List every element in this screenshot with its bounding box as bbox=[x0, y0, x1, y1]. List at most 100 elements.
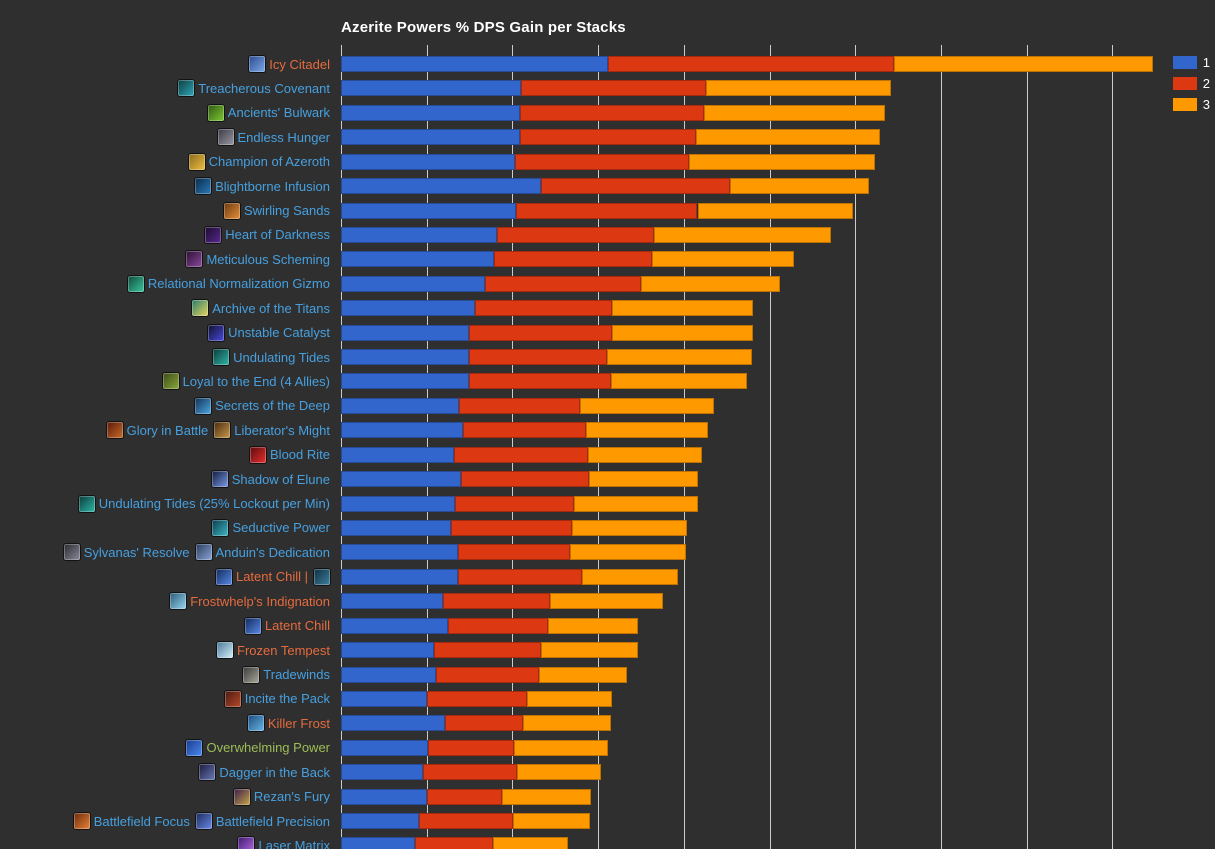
bar-segment-series-1[interactable] bbox=[341, 617, 449, 634]
bar-segment-series-3[interactable] bbox=[587, 446, 702, 463]
bar-segment-series-3[interactable] bbox=[893, 56, 1153, 72]
bar-segment-series-2[interactable] bbox=[494, 251, 653, 268]
bar-segment-series-1[interactable] bbox=[341, 544, 459, 561]
bar-segment-series-2[interactable] bbox=[462, 422, 587, 439]
bar-segment-series-2[interactable] bbox=[454, 446, 588, 463]
bar-segment-series-2[interactable] bbox=[474, 300, 612, 317]
bar-segment-series-3[interactable] bbox=[516, 764, 601, 781]
bar-segment-series-2[interactable] bbox=[426, 788, 503, 805]
bar-segment-series-3[interactable] bbox=[581, 568, 678, 585]
bar-segment-series-3[interactable] bbox=[611, 300, 754, 317]
bar-segment-series-2[interactable] bbox=[436, 666, 539, 683]
bar-segment-series-2[interactable] bbox=[434, 642, 541, 659]
bar-segment-series-2[interactable] bbox=[458, 568, 582, 585]
bar-segment-series-2[interactable] bbox=[468, 324, 612, 341]
bar-segment-series-1[interactable] bbox=[341, 251, 495, 268]
bar-segment-series-1[interactable] bbox=[341, 837, 415, 849]
bar-segment-series-3[interactable] bbox=[540, 642, 638, 659]
bar-segment-series-2[interactable] bbox=[496, 226, 654, 243]
bar-segment-series-3[interactable] bbox=[538, 666, 628, 683]
bar-segment-series-2[interactable] bbox=[515, 202, 698, 219]
bar-segment-series-1[interactable] bbox=[341, 764, 424, 781]
bar-segment-series-1[interactable] bbox=[341, 446, 455, 463]
bar-segment-series-2[interactable] bbox=[418, 813, 514, 830]
bar-segment-series-2[interactable] bbox=[450, 519, 572, 536]
bar-segment-series-1[interactable] bbox=[341, 666, 437, 683]
bar-segment-series-1[interactable] bbox=[341, 178, 541, 195]
bar-segment-series-2[interactable] bbox=[540, 178, 731, 195]
bar-segment-series-3[interactable] bbox=[574, 495, 698, 512]
bar-segment-series-2[interactable] bbox=[442, 593, 551, 610]
bar-segment-series-3[interactable] bbox=[514, 739, 608, 756]
bar-segment-series-2[interactable] bbox=[460, 471, 589, 488]
power-name: Endless Hunger bbox=[237, 129, 331, 145]
bar-segment-series-3[interactable] bbox=[688, 153, 875, 170]
bar-segment-series-1[interactable] bbox=[341, 275, 485, 292]
bar-segment-series-1[interactable] bbox=[341, 153, 515, 170]
bar-segment-series-3[interactable] bbox=[526, 690, 612, 707]
bar-segment-series-2[interactable] bbox=[484, 275, 641, 292]
bar-segment-series-2[interactable] bbox=[520, 80, 707, 97]
bar-segment-series-2[interactable] bbox=[448, 617, 548, 634]
bar-segment-series-3[interactable] bbox=[697, 202, 854, 219]
bar-segment-series-3[interactable] bbox=[586, 422, 708, 439]
bar-segment-series-2[interactable] bbox=[426, 690, 527, 707]
bar-segment-series-1[interactable] bbox=[341, 349, 469, 366]
bar-segment-series-1[interactable] bbox=[341, 422, 463, 439]
bar-segment-series-2[interactable] bbox=[468, 349, 607, 366]
bar-segment-series-1[interactable] bbox=[341, 202, 516, 219]
bar-segment-series-1[interactable] bbox=[341, 129, 521, 146]
bar-segment-series-2[interactable] bbox=[454, 495, 575, 512]
bar-segment-series-3[interactable] bbox=[502, 788, 592, 805]
bar-segment-series-2[interactable] bbox=[608, 56, 894, 72]
bar-segment-series-3[interactable] bbox=[569, 544, 686, 561]
bar-segment-series-3[interactable] bbox=[640, 275, 780, 292]
bar-segment-series-3[interactable] bbox=[522, 715, 611, 732]
bar-segment-series-1[interactable] bbox=[341, 226, 497, 243]
bar-segment-series-1[interactable] bbox=[341, 813, 419, 830]
bar-segment-series-1[interactable] bbox=[341, 56, 609, 72]
bar-segment-series-2[interactable] bbox=[423, 764, 517, 781]
bar-segment-series-1[interactable] bbox=[341, 642, 435, 659]
bar-segment-series-1[interactable] bbox=[341, 593, 443, 610]
bar-segment-series-1[interactable] bbox=[341, 495, 455, 512]
bar-segment-series-3[interactable] bbox=[571, 519, 688, 536]
bar-segment-series-1[interactable] bbox=[341, 324, 469, 341]
bar-segment-series-2[interactable] bbox=[520, 129, 696, 146]
bar-segment-series-3[interactable] bbox=[706, 80, 892, 97]
bar-segment-series-2[interactable] bbox=[520, 104, 704, 121]
bar-segment-series-1[interactable] bbox=[341, 104, 521, 121]
bar-segment-series-2[interactable] bbox=[459, 397, 581, 414]
bar-segment-series-1[interactable] bbox=[341, 739, 429, 756]
bar-segment-series-1[interactable] bbox=[341, 373, 469, 390]
bar-segment-series-3[interactable] bbox=[513, 813, 591, 830]
bar-segment-series-2[interactable] bbox=[468, 373, 611, 390]
bar-segment-series-3[interactable] bbox=[730, 178, 869, 195]
bar-segment-series-1[interactable] bbox=[341, 519, 451, 536]
bar-segment-series-1[interactable] bbox=[341, 715, 445, 732]
bar-segment-series-2[interactable] bbox=[458, 544, 570, 561]
bar-segment-series-3[interactable] bbox=[611, 324, 754, 341]
bar-segment-series-2[interactable] bbox=[414, 837, 493, 849]
bar-segment-series-1[interactable] bbox=[341, 471, 461, 488]
bar-segment-series-1[interactable] bbox=[341, 300, 475, 317]
bar-segment-series-3[interactable] bbox=[606, 349, 753, 366]
bar-segment-series-3[interactable] bbox=[652, 251, 795, 268]
bar-segment-series-2[interactable] bbox=[514, 153, 689, 170]
bar-segment-series-1[interactable] bbox=[341, 397, 460, 414]
bar-segment-series-3[interactable] bbox=[588, 471, 699, 488]
bar-segment-series-2[interactable] bbox=[444, 715, 523, 732]
bar-segment-series-1[interactable] bbox=[341, 788, 427, 805]
bar-segment-series-3[interactable] bbox=[550, 593, 664, 610]
bar-segment-series-3[interactable] bbox=[492, 837, 569, 849]
bar-segment-series-1[interactable] bbox=[341, 80, 521, 97]
bar-segment-series-3[interactable] bbox=[580, 397, 714, 414]
bar-segment-series-2[interactable] bbox=[428, 739, 515, 756]
bar-segment-series-3[interactable] bbox=[653, 226, 832, 243]
bar-segment-series-3[interactable] bbox=[703, 104, 886, 121]
bar-segment-series-3[interactable] bbox=[547, 617, 639, 634]
bar-segment-series-1[interactable] bbox=[341, 690, 427, 707]
bar-segment-series-3[interactable] bbox=[610, 373, 748, 390]
bar-segment-series-1[interactable] bbox=[341, 568, 459, 585]
bar-segment-series-3[interactable] bbox=[695, 129, 881, 146]
